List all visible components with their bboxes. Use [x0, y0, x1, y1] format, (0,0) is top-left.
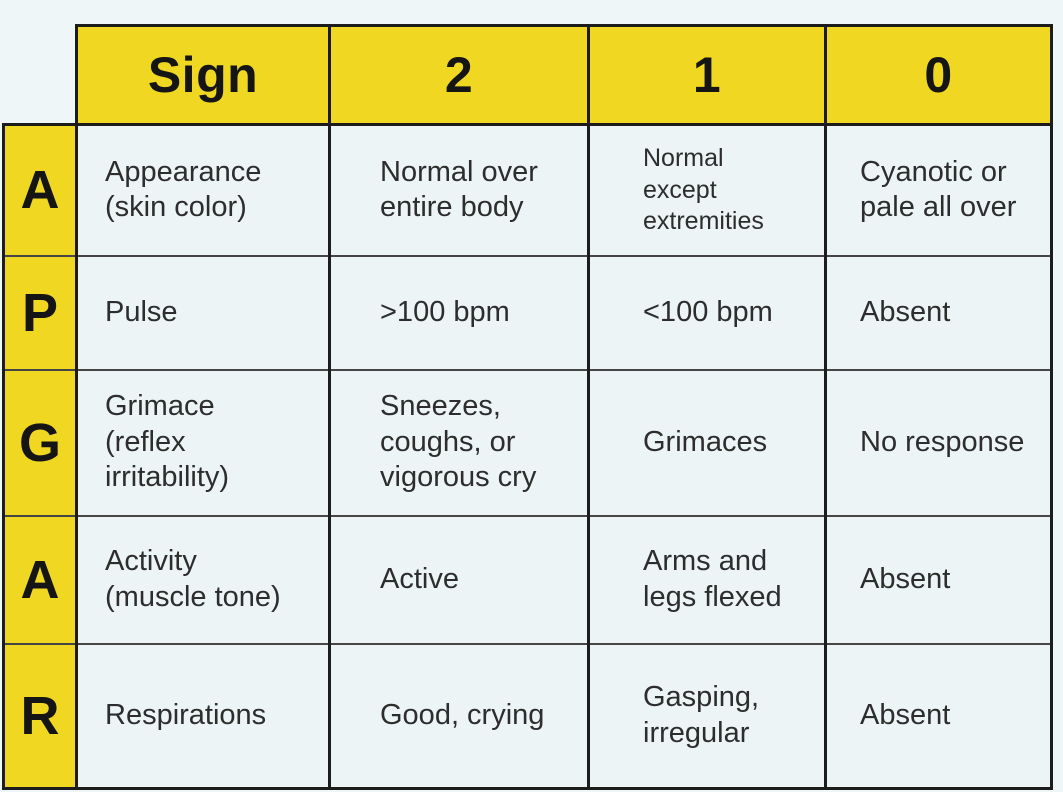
cell-activity-score1: Arms and legs flexed	[587, 514, 827, 645]
cell-appearance-score2: Normal over entire body	[328, 123, 590, 257]
cell-pulse-score1: <100 bpm	[587, 254, 827, 371]
header-row: Sign 2 1 0	[4, 24, 1053, 126]
corner-cell	[4, 26, 77, 125]
cell-grimace-score1: Grimaces	[587, 368, 827, 517]
cell-activity-sign: Activity (muscle tone)	[75, 514, 331, 645]
cell-appearance-score1: Normal except extremities	[587, 123, 827, 257]
header-score-1: 1	[587, 24, 827, 126]
header-score-0: 0	[824, 24, 1053, 126]
row-letter-a-appearance: A	[2, 123, 78, 257]
apgar-score-table: Sign 2 1 0 A Appearance (skin color) Nor…	[2, 24, 1053, 790]
row-letter-g-grimace: G	[2, 368, 78, 517]
cell-appearance-sign: Appearance (skin color)	[75, 123, 331, 257]
cell-pulse-sign: Pulse	[75, 254, 331, 371]
cell-respirations-score0: Absent	[824, 642, 1053, 790]
cell-appearance-score0: Cyanotic or pale all over	[824, 123, 1053, 257]
cell-pulse-score2: >100 bpm	[328, 254, 590, 371]
row-grimace: G Grimace (reflex irritability) Sneezes,…	[2, 368, 1053, 517]
cell-respirations-score2: Good, crying	[328, 642, 590, 790]
cell-activity-score2: Active	[328, 514, 590, 645]
header-sign: Sign	[75, 24, 331, 126]
row-letter-p-pulse: P	[2, 254, 78, 371]
cell-grimace-sign: Grimace (reflex irritability)	[75, 368, 331, 517]
cell-respirations-sign: Respirations	[75, 642, 331, 790]
cell-activity-score0: Absent	[824, 514, 1053, 645]
row-pulse: P Pulse >100 bpm <100 bpm Absent	[2, 254, 1053, 371]
cell-grimace-score2: Sneezes, coughs, or vigorous cry	[328, 368, 590, 517]
row-letter-a-activity: A	[2, 514, 78, 645]
cell-respirations-score1: Gasping, irregular	[587, 642, 827, 790]
cell-pulse-score0: Absent	[824, 254, 1053, 371]
row-appearance: A Appearance (skin color) Normal over en…	[2, 123, 1053, 257]
header-score-2: 2	[328, 24, 590, 126]
cell-grimace-score0: No response	[824, 368, 1053, 517]
row-activity: A Activity (muscle tone) Active Arms and…	[2, 514, 1053, 645]
row-respirations: R Respirations Good, crying Gasping, irr…	[2, 642, 1053, 790]
row-letter-r-respirations: R	[2, 642, 78, 790]
